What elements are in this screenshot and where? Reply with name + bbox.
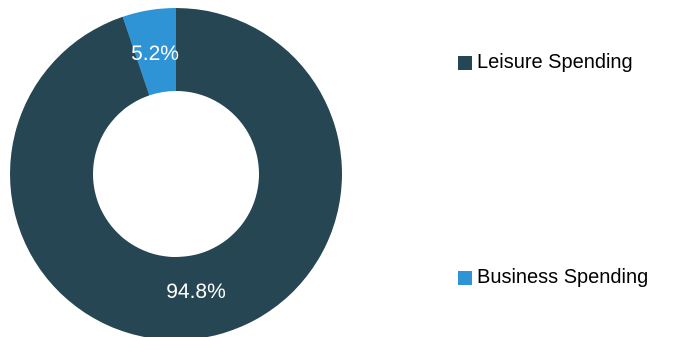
legend-item-leisure-spending: Leisure Spending <box>458 51 633 74</box>
legend-item-business-spending: Business Spending <box>458 266 648 289</box>
legend-label-leisure-spending: Leisure Spending <box>477 51 633 73</box>
donut-chart: 94.8% 5.2% <box>10 8 342 337</box>
legend-swatch-leisure-spending <box>458 55 472 70</box>
legend-label-business-spending: Business Spending <box>477 266 649 288</box>
slice-leisure-spending <box>10 8 342 337</box>
data-label-leisure-spending: 94.8% <box>166 280 226 303</box>
legend-swatch-business-spending <box>458 270 472 285</box>
slice-business-spending <box>122 8 176 96</box>
data-label-business-spending: 5.2% <box>131 42 179 65</box>
